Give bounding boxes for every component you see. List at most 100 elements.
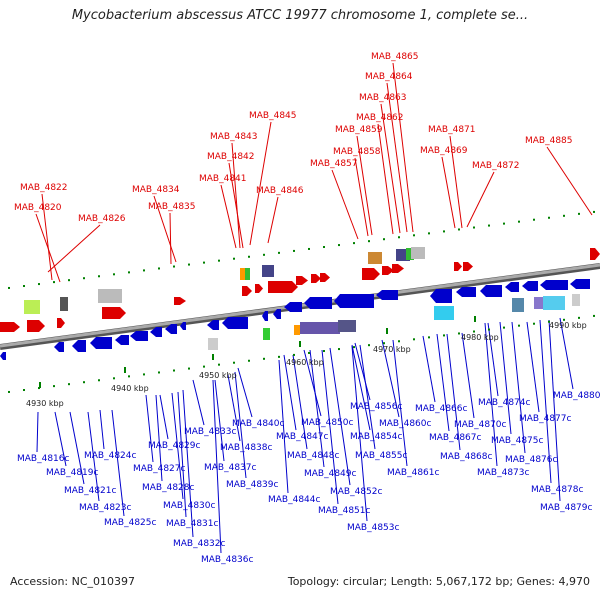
forward-gene[interactable] [174, 297, 186, 305]
gene-feature-box[interactable] [294, 325, 300, 335]
gene-feature-box[interactable] [406, 248, 414, 260]
reverse-gene[interactable] [222, 317, 248, 329]
gene-feature-box[interactable] [98, 289, 122, 303]
reverse-gene[interactable] [115, 335, 129, 345]
gene-feature-box[interactable] [543, 296, 565, 310]
reverse-gene[interactable] [273, 309, 281, 319]
reverse-gene-label[interactable]: MAB_4848c [287, 451, 340, 461]
forward-gene-label[interactable]: MAB_4863 [359, 93, 407, 103]
forward-gene[interactable] [102, 307, 126, 319]
reverse-gene-label[interactable]: MAB_4832c [173, 539, 226, 549]
gene-feature-box[interactable] [338, 320, 356, 332]
reverse-gene-label[interactable]: MAB_4831c [166, 519, 219, 529]
reverse-gene-label[interactable]: MAB_4853c [347, 523, 400, 533]
reverse-gene[interactable] [480, 285, 502, 297]
reverse-gene-label[interactable]: MAB_4850c [301, 418, 354, 428]
gene-feature-box[interactable] [262, 265, 274, 277]
reverse-gene-label[interactable]: MAB_4860c [379, 419, 432, 429]
reverse-gene[interactable] [456, 287, 476, 297]
reverse-gene[interactable] [150, 327, 162, 337]
reverse-gene-label[interactable]: MAB_4847c [276, 432, 329, 442]
reverse-gene[interactable] [72, 340, 86, 352]
reverse-gene[interactable] [505, 282, 519, 292]
reverse-gene-label[interactable]: MAB_4876c [505, 455, 558, 465]
forward-gene-label[interactable]: MAB_4857 [310, 159, 358, 169]
forward-gene-label[interactable]: MAB_4869 [420, 146, 468, 156]
forward-gene-label[interactable]: MAB_4846 [256, 186, 304, 196]
reverse-gene-label[interactable]: MAB_4852c [330, 487, 383, 497]
reverse-gene-label[interactable]: MAB_4824c [84, 451, 137, 461]
reverse-gene[interactable] [165, 324, 177, 334]
forward-gene[interactable] [296, 276, 308, 285]
reverse-gene-label[interactable]: MAB_4823c [79, 503, 132, 513]
forward-gene-label[interactable]: MAB_4864 [365, 72, 413, 82]
forward-gene-label[interactable]: MAB_4872 [472, 161, 520, 171]
reverse-gene-label[interactable]: MAB_4874c [478, 398, 531, 408]
forward-gene-label[interactable]: MAB_4859 [335, 125, 383, 135]
forward-gene[interactable] [454, 262, 462, 271]
reverse-gene[interactable] [262, 311, 268, 321]
forward-gene[interactable] [27, 320, 45, 332]
reverse-gene[interactable] [334, 294, 374, 308]
reverse-gene-label[interactable]: MAB_4825c [104, 518, 157, 528]
gene-feature-box[interactable] [300, 322, 340, 334]
reverse-gene-label[interactable]: MAB_4819c [46, 468, 99, 478]
forward-gene[interactable] [242, 286, 252, 296]
reverse-gene[interactable] [540, 280, 568, 290]
reverse-gene-label[interactable]: MAB_4861c [387, 468, 440, 478]
forward-gene[interactable] [382, 266, 394, 275]
forward-gene[interactable] [463, 262, 473, 271]
reverse-gene[interactable] [130, 331, 148, 341]
forward-gene-label[interactable]: MAB_4843 [210, 132, 258, 142]
reverse-gene-label[interactable]: MAB_4851c [318, 506, 371, 516]
reverse-gene-label[interactable]: MAB_4838c [220, 443, 273, 453]
reverse-gene-label[interactable]: MAB_4849c [304, 469, 357, 479]
reverse-gene-label[interactable]: MAB_4855c [355, 451, 408, 461]
reverse-gene-label[interactable]: MAB_4827c [133, 464, 186, 474]
forward-gene[interactable] [57, 318, 65, 328]
forward-gene[interactable] [268, 281, 298, 293]
forward-gene-label[interactable]: MAB_4865 [371, 52, 419, 62]
forward-gene-label[interactable]: MAB_4862 [356, 113, 404, 123]
forward-gene[interactable] [0, 322, 20, 332]
gene-feature-box[interactable] [263, 328, 270, 340]
reverse-gene[interactable] [0, 352, 6, 360]
forward-gene[interactable] [311, 274, 321, 283]
forward-gene-label[interactable]: MAB_4885 [525, 136, 573, 146]
reverse-gene-label[interactable]: MAB_4879c [540, 503, 593, 513]
forward-gene[interactable] [255, 284, 263, 293]
reverse-gene-label[interactable]: MAB_4837c [204, 463, 257, 473]
forward-gene[interactable] [392, 264, 404, 273]
gene-feature-box[interactable] [208, 338, 218, 350]
reverse-gene-label[interactable]: MAB_4866c [415, 404, 468, 414]
reverse-gene-label[interactable]: MAB_4870c [454, 420, 507, 430]
reverse-gene-label[interactable]: MAB_4829c [148, 441, 201, 451]
forward-gene-label[interactable]: MAB_4842 [207, 152, 255, 162]
reverse-gene-label[interactable]: MAB_4873c [477, 468, 530, 478]
reverse-gene[interactable] [304, 297, 332, 309]
gene-feature-box[interactable] [368, 252, 382, 264]
reverse-gene[interactable] [376, 290, 398, 300]
forward-gene-label[interactable]: MAB_4841 [199, 174, 247, 184]
forward-gene-label[interactable]: MAB_4822 [20, 183, 68, 193]
reverse-gene[interactable] [54, 342, 64, 352]
forward-gene[interactable] [590, 248, 600, 260]
reverse-gene-label[interactable]: MAB_4839c [226, 480, 279, 490]
gene-features[interactable] [0, 247, 600, 360]
reverse-gene-label[interactable]: MAB_4840c [232, 419, 285, 429]
reverse-gene[interactable] [180, 322, 186, 330]
gene-feature-box[interactable] [245, 268, 250, 280]
reverse-gene[interactable] [430, 289, 452, 303]
gene-feature-box[interactable] [240, 268, 245, 280]
reverse-gene-label[interactable]: MAB_4880c [553, 391, 600, 401]
gene-feature-box[interactable] [411, 247, 425, 259]
gene-feature-box[interactable] [512, 298, 524, 312]
gene-feature-box[interactable] [572, 294, 580, 306]
reverse-gene[interactable] [90, 337, 112, 349]
forward-gene-label[interactable]: MAB_4858 [333, 147, 381, 157]
reverse-gene-label[interactable]: MAB_4821c [64, 486, 117, 496]
reverse-gene-label[interactable]: MAB_4816c [17, 454, 70, 464]
forward-gene-label[interactable]: MAB_4835 [148, 202, 196, 212]
forward-gene-label[interactable]: MAB_4834 [132, 185, 180, 195]
